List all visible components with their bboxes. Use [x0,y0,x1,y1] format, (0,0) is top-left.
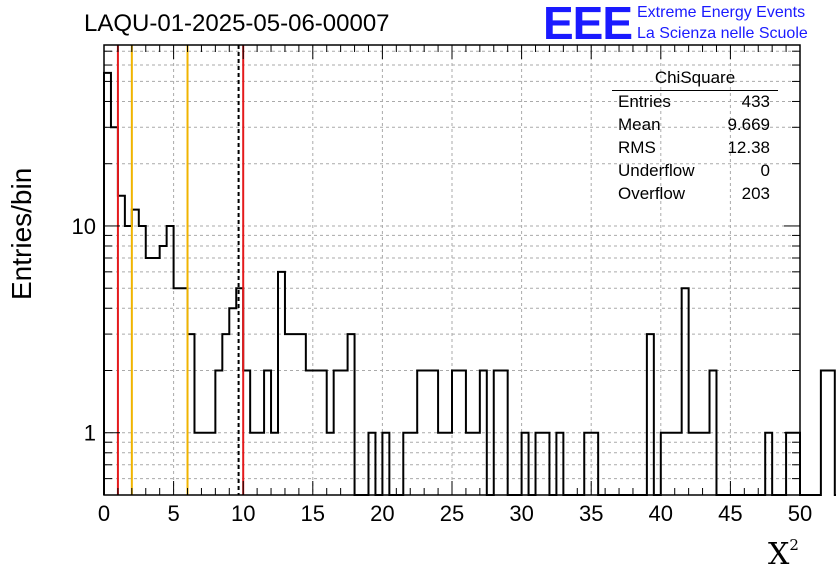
eee-logo: EEE [543,0,633,49]
y-tick-label: 1 [84,421,96,446]
y-tick-label: 10 [72,214,96,239]
x-tick-label: 5 [167,501,179,526]
stats-value: 433 [741,92,770,111]
stats-value: 0 [760,161,770,180]
x-tick-label: 30 [509,501,533,526]
logo-line-1: Extreme Energy Events [637,4,806,21]
stats-row-mean: Mean 9.669 [612,115,778,138]
stats-row-entries: Entries 433 [612,92,778,115]
x-tick-label: 0 [98,501,110,526]
stats-label: Overflow [618,184,686,203]
vertical-markers [116,45,245,495]
stats-value: 203 [741,184,770,203]
stats-label: Mean [618,115,661,134]
stats-row-underflow: Underflow 0 [612,161,778,184]
stats-row-overflow: Overflow 203 [612,184,778,207]
x-tick-label: 40 [649,501,673,526]
stats-label: Underflow [618,161,695,180]
x-tick-label: 10 [231,501,255,526]
stats-title: ChiSquare [612,68,778,91]
x-axis-label-text: X [768,537,790,572]
axes [103,44,801,496]
stats-box: ChiSquare Entries 433 Mean 9.669 RMS 12.38 … [612,68,778,207]
logo-line-2: La Scienza nelle Scuole [637,25,808,42]
tick-labels: 0 5 10 15 20 25 30 35 40 45 50 1 10 [72,214,813,526]
x-tick-label: 20 [370,501,394,526]
chart-title: LAQU-01-2025-05-06-00007 [84,10,390,37]
stats-label: Entries [618,92,671,111]
stats-row-rms: RMS 12.38 [612,138,778,161]
stats-value: 12.38 [727,138,770,157]
x-tick-label: 50 [788,501,812,526]
stats-value: 9.669 [727,115,770,134]
x-tick-label: 15 [301,501,325,526]
x-tick-label: 25 [440,501,464,526]
x-tick-label: 35 [579,501,603,526]
x-axis-label-superscript: 2 [789,536,799,554]
x-tick-label: 45 [718,501,742,526]
x-axis-label: X2 [768,536,799,572]
y-axis-label: Entries/bin [6,167,37,300]
stats-label: RMS [618,138,656,157]
